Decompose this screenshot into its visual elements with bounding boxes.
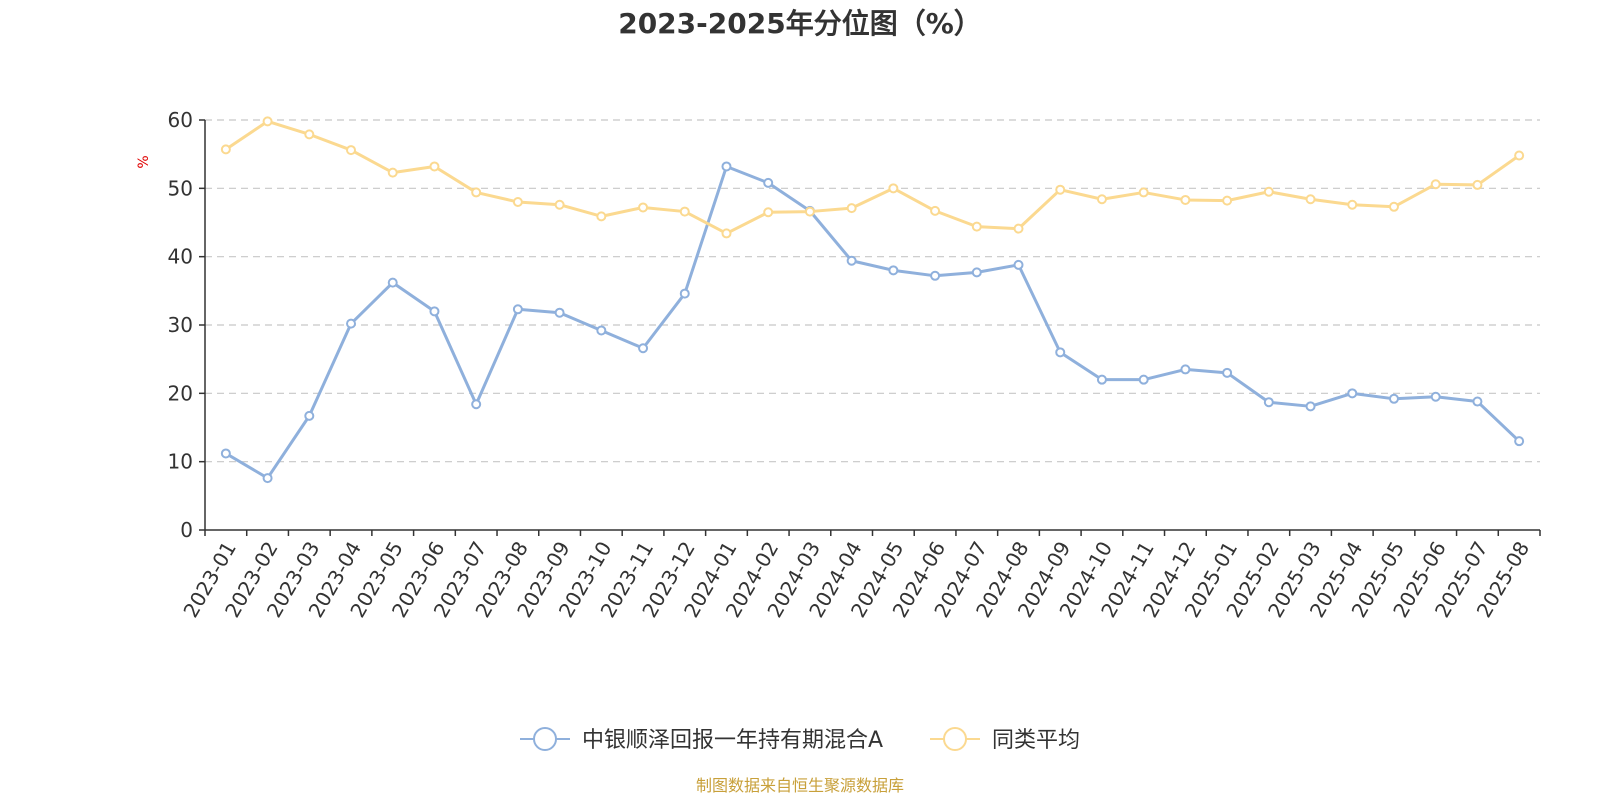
- legend-item-1[interactable]: 同类平均: [930, 727, 1080, 753]
- legend-label: 同类平均: [992, 728, 1080, 753]
- y-tick-label: 60: [168, 108, 193, 132]
- series-line: [225, 164, 1521, 480]
- data-point[interactable]: [1263, 397, 1274, 408]
- legend[interactable]: 中银顺泽回报一年持有期混合A 同类平均: [520, 727, 1080, 753]
- data-point[interactable]: [1013, 259, 1024, 270]
- series-layer: [220, 116, 1525, 484]
- x-tick-labels: 2023-012023-022023-032023-042023-052023-…: [178, 537, 1534, 621]
- data-point[interactable]: [846, 203, 857, 214]
- data-point[interactable]: [1305, 194, 1316, 205]
- data-point[interactable]: [1347, 388, 1358, 399]
- data-point[interactable]: [1514, 436, 1525, 447]
- data-point[interactable]: [679, 288, 690, 299]
- y-tick-label: 30: [168, 313, 193, 337]
- data-point[interactable]: [721, 228, 732, 239]
- data-point[interactable]: [387, 167, 398, 178]
- data-point[interactable]: [346, 145, 357, 156]
- data-point[interactable]: [1096, 194, 1107, 205]
- legend-marker: [943, 727, 967, 751]
- data-point[interactable]: [554, 307, 565, 318]
- data-point[interactable]: [346, 318, 357, 329]
- data-point[interactable]: [1138, 374, 1149, 385]
- data-point[interactable]: [930, 205, 941, 216]
- data-point[interactable]: [638, 202, 649, 213]
- data-point[interactable]: [1180, 364, 1191, 375]
- data-point[interactable]: [1055, 347, 1066, 358]
- data-point[interactable]: [1430, 179, 1441, 190]
- data-point[interactable]: [471, 399, 482, 410]
- series-line: [225, 119, 1521, 235]
- data-point[interactable]: [512, 304, 523, 315]
- y-axis-unit: %: [136, 155, 152, 168]
- data-point[interactable]: [1180, 194, 1191, 205]
- legend-item-0[interactable]: 中银顺泽回报一年持有期混合A: [520, 727, 883, 753]
- data-point[interactable]: [262, 473, 273, 484]
- data-point[interactable]: [1055, 184, 1066, 195]
- data-point[interactable]: [429, 161, 440, 172]
- y-tick-labels: 0 10 20 30 40 50 60: [168, 108, 193, 542]
- data-point[interactable]: [888, 183, 899, 194]
- data-point[interactable]: [596, 325, 607, 336]
- data-point[interactable]: [554, 199, 565, 210]
- data-point[interactable]: [220, 144, 231, 155]
- data-point[interactable]: [1263, 186, 1274, 197]
- data-source-note: 制图数据来自恒生聚源数据库: [696, 776, 904, 795]
- y-tick-label: 40: [168, 245, 193, 269]
- data-point[interactable]: [304, 410, 315, 421]
- data-point[interactable]: [930, 270, 941, 281]
- data-point[interactable]: [262, 116, 273, 127]
- data-point[interactable]: [1472, 179, 1483, 190]
- y-tick-label: 10: [168, 450, 193, 474]
- legend-marker: [533, 727, 557, 751]
- data-point[interactable]: [596, 211, 607, 222]
- data-point[interactable]: [387, 277, 398, 288]
- data-point[interactable]: [1222, 367, 1233, 378]
- data-point[interactable]: [846, 255, 857, 266]
- data-point[interactable]: [304, 129, 315, 140]
- data-point[interactable]: [804, 206, 815, 217]
- data-point[interactable]: [471, 187, 482, 198]
- legend-label: 中银顺泽回报一年持有期混合A: [582, 728, 883, 753]
- data-point[interactable]: [763, 177, 774, 188]
- data-point[interactable]: [220, 448, 231, 459]
- data-point[interactable]: [512, 197, 523, 207]
- data-point[interactable]: [1430, 391, 1441, 402]
- data-point[interactable]: [1472, 396, 1483, 407]
- data-point[interactable]: [971, 221, 982, 232]
- data-point[interactable]: [888, 265, 899, 276]
- data-point[interactable]: [1347, 199, 1358, 210]
- data-point[interactable]: [721, 161, 732, 172]
- data-point[interactable]: [679, 206, 690, 217]
- y-tick-label: 50: [168, 176, 193, 200]
- y-tick-label: 0: [180, 518, 193, 542]
- data-point[interactable]: [429, 306, 440, 317]
- data-point[interactable]: [971, 267, 982, 278]
- data-point[interactable]: [1096, 374, 1107, 385]
- series-0: [220, 161, 1525, 484]
- axes: [199, 119, 1541, 536]
- data-point[interactable]: [638, 343, 649, 354]
- data-point[interactable]: [1388, 201, 1399, 212]
- data-point[interactable]: [1013, 223, 1024, 234]
- grid: [205, 119, 1540, 463]
- y-tick-label: 20: [168, 381, 193, 405]
- data-point[interactable]: [1222, 195, 1233, 206]
- chart-title: 2023-2025年分位图（%）: [618, 7, 982, 40]
- data-point[interactable]: [763, 207, 774, 218]
- data-point[interactable]: [1305, 401, 1316, 412]
- data-point[interactable]: [1514, 150, 1525, 161]
- series-1: [220, 116, 1525, 239]
- data-point[interactable]: [1138, 187, 1149, 198]
- data-point[interactable]: [1388, 393, 1399, 404]
